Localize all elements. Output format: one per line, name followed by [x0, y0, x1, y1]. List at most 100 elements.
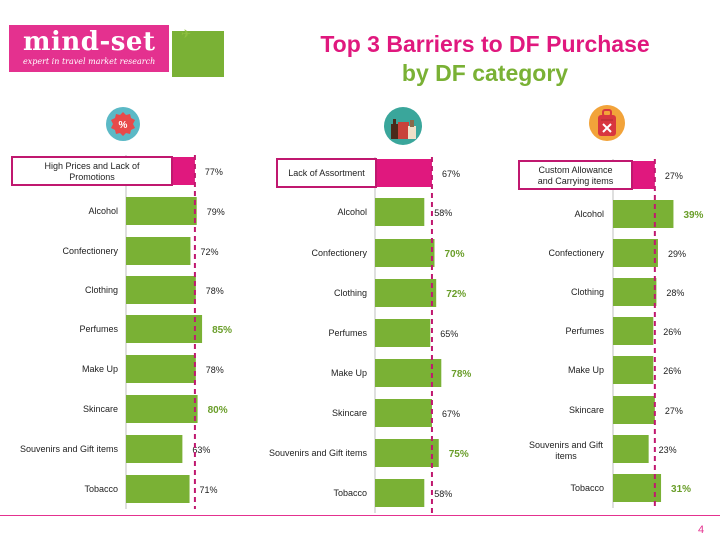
bar-category — [375, 359, 442, 387]
top-barrier-label: Lack of Assortment — [288, 168, 365, 178]
bar-category — [613, 239, 658, 267]
category-label: Perfumes — [328, 328, 367, 338]
value-label: 79% — [207, 207, 225, 217]
value-label: 23% — [659, 445, 677, 455]
category-label: Souvenirs and Gift items — [529, 440, 604, 461]
shopping-bag-products-icon — [383, 106, 423, 146]
chart-1: 77% High Prices and Lack of Promotions 79% A… — [11, 155, 232, 509]
category-label: Tobacco — [84, 484, 118, 494]
category-label: Make Up — [82, 364, 118, 374]
value-label: 31% — [671, 484, 691, 495]
value-label: 67% — [442, 409, 460, 419]
value-label: 77% — [205, 167, 223, 177]
category-label: Skincare — [332, 408, 367, 418]
category-label: Skincare — [569, 405, 604, 415]
value-label: 65% — [440, 329, 458, 339]
bar-category — [613, 474, 662, 502]
value-label: 80% — [208, 405, 228, 416]
category-label: Alcohol — [574, 209, 604, 219]
mind-set-logo: mind-set expert in travel market researc… — [0, 25, 224, 77]
bar-category — [126, 276, 196, 304]
value-label: 70% — [445, 249, 465, 260]
category-label: Clothing — [85, 285, 118, 295]
bar-category — [126, 435, 183, 463]
category-label: Confectionery — [548, 248, 604, 258]
category-label: Tobacco — [570, 483, 604, 493]
bar-category — [375, 319, 431, 347]
bar-category — [613, 200, 674, 228]
value-label: 85% — [212, 325, 232, 336]
category-label: Tobacco — [333, 488, 367, 498]
bar-category — [126, 315, 203, 343]
category-label: Alcohol — [88, 206, 118, 216]
value-label: 58% — [434, 489, 452, 499]
category-label: Souvenirs and Gift items — [20, 444, 119, 454]
logo-green-box — [172, 31, 224, 77]
value-label: 75% — [449, 449, 469, 460]
airplane-icon: ✈ — [181, 27, 192, 41]
value-label: 39% — [683, 210, 703, 221]
bar-category — [613, 356, 654, 384]
value-label: 72% — [446, 289, 466, 300]
value-label: 71% — [200, 485, 218, 495]
category-label: Make Up — [568, 365, 604, 375]
category-label: Alcohol — [337, 207, 367, 217]
discount-badge-icon: % — [105, 106, 141, 142]
logo-pink-box: mind-set expert in travel market researc… — [9, 25, 169, 72]
bar-category — [613, 278, 657, 306]
bar-top-barrier — [375, 159, 432, 187]
category-label: Souvenirs and Gift items — [269, 448, 368, 458]
bar-category — [126, 237, 191, 265]
category-label: Skincare — [83, 404, 118, 414]
value-label: 27% — [665, 171, 683, 181]
bar-category — [126, 197, 197, 225]
top-barrier-label: High Prices and Lack of Promotions — [44, 161, 140, 182]
value-label: 28% — [666, 288, 684, 298]
logo-wordmark: mind-set — [23, 27, 156, 57]
logo-tagline: expert in travel market research — [23, 57, 156, 66]
value-label: 58% — [434, 208, 452, 218]
page-subtitle: by DF category — [401, 60, 569, 86]
category-label: Perfumes — [565, 326, 604, 336]
value-label: 78% — [206, 286, 224, 296]
bar-category — [613, 317, 654, 345]
suitcase-prohibited-icon — [588, 104, 626, 142]
value-label: 78% — [206, 365, 224, 375]
bar-category — [126, 395, 198, 423]
value-label: 27% — [665, 406, 683, 416]
top-barrier-box — [518, 160, 633, 190]
category-label: Clothing — [571, 287, 604, 297]
chart-3: 27% Custom Allowance and Carrying items 39%… — [518, 159, 704, 508]
category-label: Perfumes — [79, 324, 118, 334]
top-barrier-label: Custom Allowance and Carrying items — [538, 165, 614, 186]
bar-category — [375, 198, 425, 226]
bar-category — [375, 239, 435, 267]
value-label: 26% — [663, 366, 681, 376]
page-title: Top 3 Barriers to DF Purchase — [320, 31, 650, 57]
footer-divider — [0, 515, 720, 516]
bar-category — [375, 399, 432, 427]
bar-category — [375, 439, 439, 467]
bar-category — [126, 475, 190, 503]
value-label: 29% — [668, 249, 686, 259]
category-label: Confectionery — [62, 246, 118, 256]
svg-text:%: % — [119, 120, 128, 131]
bar-category — [375, 279, 437, 307]
value-label: 67% — [442, 169, 460, 179]
value-label: 78% — [451, 369, 471, 380]
category-label: Make Up — [331, 368, 367, 378]
bar-category — [375, 479, 425, 507]
top-barrier-box — [11, 156, 173, 186]
page-number: 4 — [698, 524, 705, 536]
value-label: 26% — [663, 327, 681, 337]
bar-category — [613, 396, 655, 424]
chart-2: 67% Lack of Assortment 58% Alcohol 70% Confec… — [269, 157, 471, 513]
bar-category — [613, 435, 649, 463]
value-label: 63% — [192, 445, 210, 455]
category-label: Clothing — [334, 288, 367, 298]
top-barrier-box — [276, 158, 377, 188]
value-label: 72% — [200, 247, 218, 257]
category-label: Confectionery — [311, 248, 367, 258]
bar-category — [126, 355, 196, 383]
